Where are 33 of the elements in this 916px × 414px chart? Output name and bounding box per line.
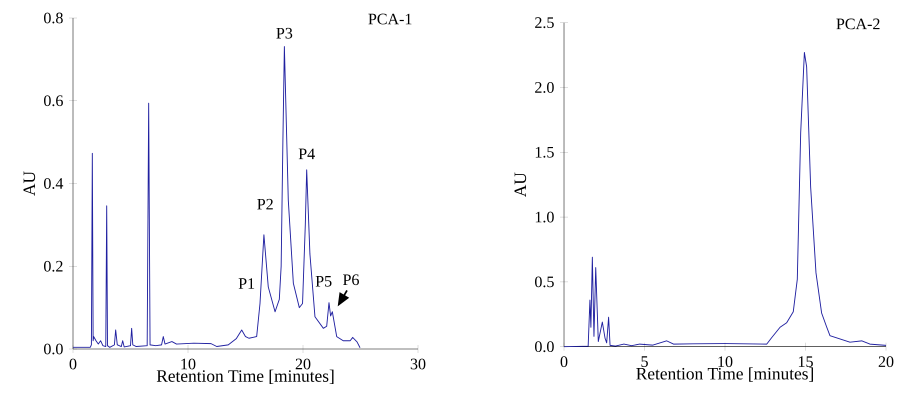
annotation: P2 — [257, 198, 273, 210]
y-tick-label: 2.0 — [535, 82, 554, 93]
x-tick-label: 15 — [798, 356, 813, 367]
annotation: P4 — [298, 148, 315, 160]
y-tick-label: 2.5 — [535, 17, 554, 28]
y-tick-label: 0.8 — [44, 12, 63, 24]
chart-title: PCA-1 — [368, 14, 412, 24]
y-tick-label: 0.2 — [44, 260, 63, 272]
x-tick-label: 5 — [641, 356, 648, 367]
chart-title: PCA-2 — [836, 18, 880, 30]
x-tick-label: 30 — [410, 358, 426, 370]
y-axis-title: AU — [514, 172, 526, 198]
y-tick-label: 1.5 — [536, 146, 554, 158]
y-tick-label: 0.0 — [44, 344, 63, 354]
x-tick-label: 0 — [560, 356, 568, 368]
annotation: P5 — [316, 276, 332, 287]
y-tick-label: 1.0 — [536, 212, 554, 223]
x-tick-label: 0 — [70, 358, 76, 370]
x-tick-label: 20 — [296, 358, 310, 370]
y-tick-label: 0.6 — [44, 95, 63, 106]
x-tick-label: 10 — [718, 356, 732, 368]
x-axis-title: Retention Time [minutes] — [636, 367, 813, 382]
x-axis-title: Retention Time [minutes] — [156, 370, 334, 384]
y-tick-label: 0.0 — [535, 341, 554, 352]
line-series — [72, 46, 361, 348]
annotation: P1 — [238, 278, 254, 289]
x-tick-label: 10 — [181, 358, 196, 370]
y-axis-title: AU — [24, 171, 36, 196]
y-tick-label: 0.4 — [44, 178, 64, 189]
annotation: P6 — [343, 274, 359, 286]
annotation: P3 — [276, 28, 292, 39]
x-tick-label: 20 — [878, 356, 894, 368]
y-tick-label: 0.5 — [535, 276, 554, 288]
